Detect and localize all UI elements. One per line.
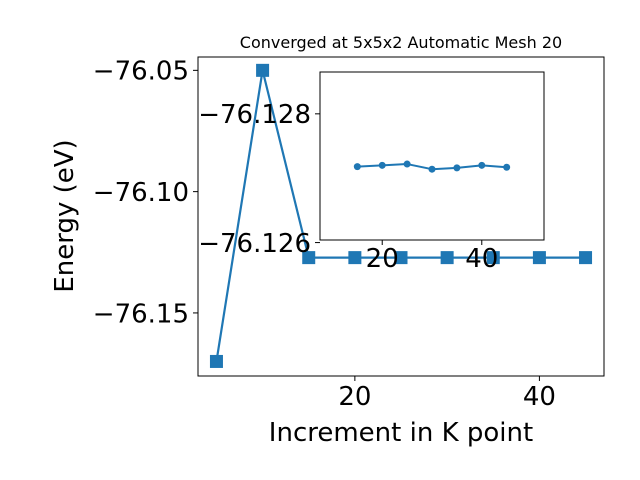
y-axis-label: Energy (eV) [50,139,80,292]
inset-plot-frame [319,71,545,241]
main-data-point [302,251,316,265]
main-y-tick-label: −76.15 [93,299,189,329]
main-data-point [348,251,362,265]
main-y-tick-label: −76.05 [93,57,189,87]
main-y-tick-label: −76.10 [93,178,189,208]
chart-title: Converged at 5x5x2 Automatic Mesh 20 [240,33,562,52]
main-axes: 20 40 −76.05−76.10−76.15 [93,56,605,412]
inset-data-point [403,160,411,168]
main-data-point [532,251,546,265]
x-axis-label: Increment in K point [269,418,533,448]
main-data-point [440,251,454,265]
main-data-point [579,251,593,265]
main-data-point [394,251,408,265]
main-plot-frame [197,56,605,377]
inset-data-point [503,163,511,171]
inset-data-point [453,164,461,172]
main-x-tick-label: 40 [523,382,556,412]
inset-x-tick-label: 40 [465,244,498,274]
inset-data-point [428,165,436,173]
main-data-point [256,63,270,77]
inset-axes: 20 40 −76.128−76.126 [198,71,545,274]
main-x-ticks: 20 40 [338,376,556,412]
inset-data-point [353,163,361,171]
inset-data-point [378,161,386,169]
inset-background [320,72,544,240]
inset-y-ticks: −76.128 −76.126 [198,100,320,259]
main-x-tick-label: 20 [338,382,371,412]
inset-series [353,160,511,173]
main-y-ticks: −76.05 −76.10 −76.15 [93,57,198,329]
inset-y-tick-label: −76.128 [198,100,311,130]
inset-data-point [478,161,486,169]
inset-x-ticks: 20 40 [366,240,498,274]
main-data-point [209,354,223,368]
main-series [209,63,593,368]
inset-x-tick-label: 20 [366,244,399,274]
inset-y-tick-label: −76.126 [198,229,311,259]
main-data-point [486,251,500,265]
